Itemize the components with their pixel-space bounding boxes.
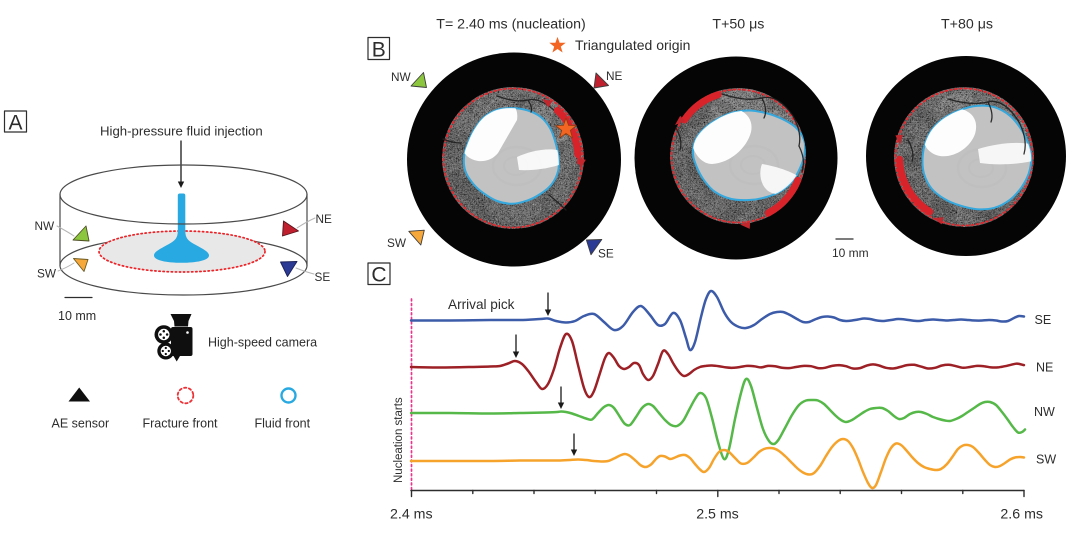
svg-text:NW: NW <box>391 70 412 84</box>
svg-text:2.5 ms: 2.5 ms <box>696 507 739 523</box>
svg-text:NE: NE <box>606 69 623 83</box>
svg-text:SW: SW <box>387 236 407 250</box>
svg-text:Nucleation starts: Nucleation starts <box>393 397 405 483</box>
svg-text:10 mm: 10 mm <box>58 309 96 323</box>
svg-text:SE: SE <box>598 247 614 261</box>
svg-text:Arrival pick: Arrival pick <box>448 297 515 312</box>
svg-text:A: A <box>8 112 22 135</box>
svg-text:2.4 ms: 2.4 ms <box>390 507 433 523</box>
svg-text:B: B <box>372 39 386 62</box>
svg-text:NE: NE <box>316 212 333 226</box>
svg-text:Fluid front: Fluid front <box>255 417 311 431</box>
svg-text:SW: SW <box>1036 453 1056 467</box>
svg-text:2.6 ms: 2.6 ms <box>1000 507 1043 523</box>
svg-text:High-pressure fluid injection: High-pressure fluid injection <box>100 124 263 139</box>
svg-text:T= 2.40 ms (nucleation): T= 2.40 ms (nucleation) <box>436 17 585 33</box>
svg-text:SE: SE <box>315 270 331 284</box>
svg-text:High-speed camera: High-speed camera <box>208 336 317 350</box>
svg-text:T+50 μs: T+50 μs <box>712 17 764 33</box>
svg-text:NW: NW <box>35 219 56 233</box>
svg-text:C: C <box>371 264 386 287</box>
svg-text:SW: SW <box>37 267 57 281</box>
svg-text:NW: NW <box>1034 405 1055 419</box>
svg-text:NE: NE <box>1036 361 1053 375</box>
svg-text:Fracture front: Fracture front <box>143 417 219 431</box>
svg-text:AE sensor: AE sensor <box>52 417 110 431</box>
svg-text:Triangulated origin: Triangulated origin <box>575 37 690 53</box>
svg-text:SE: SE <box>1035 313 1052 327</box>
svg-text:T+80 μs: T+80 μs <box>941 17 993 33</box>
svg-text:10 mm: 10 mm <box>832 246 869 260</box>
